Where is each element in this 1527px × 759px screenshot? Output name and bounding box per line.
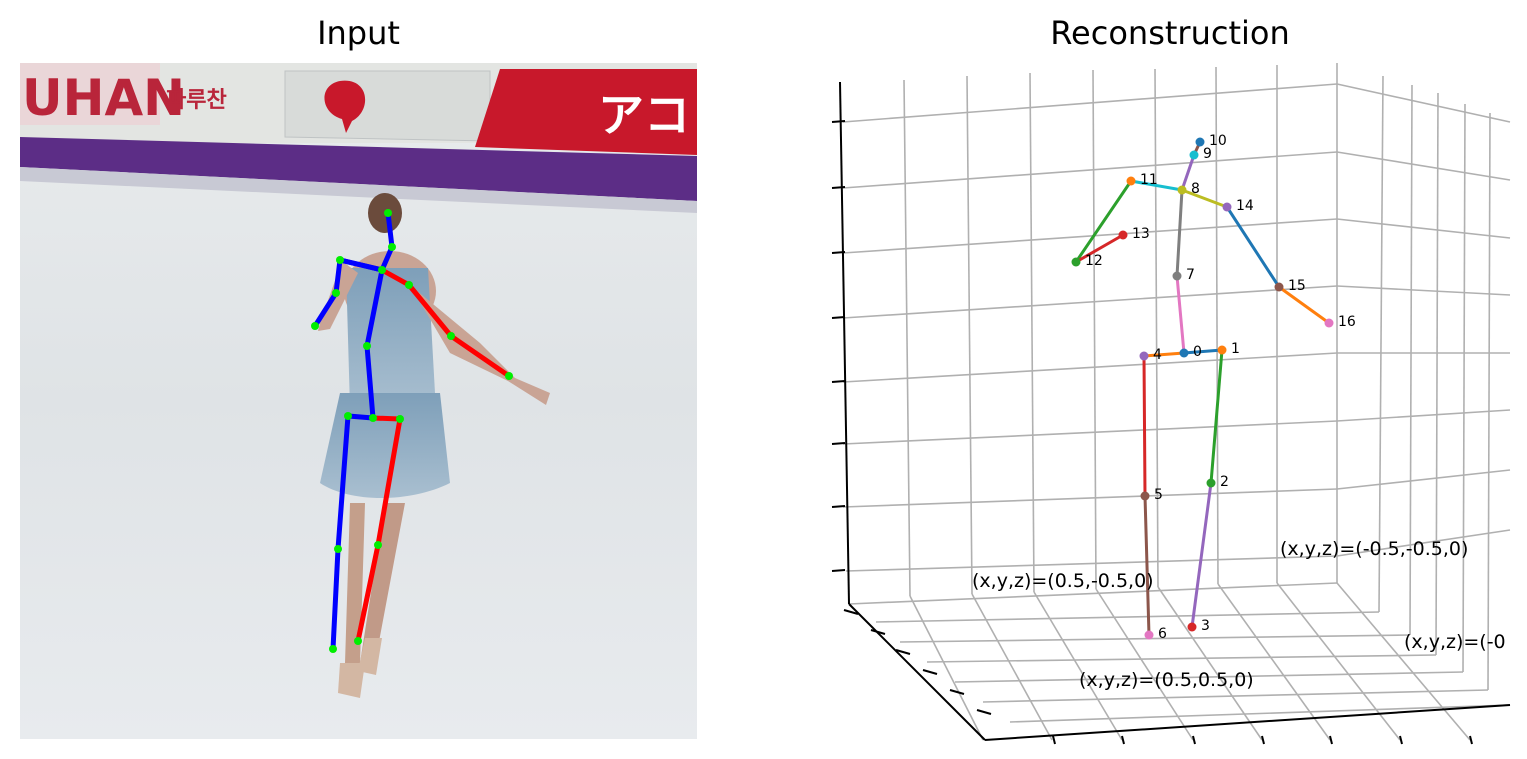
bone-0-4 bbox=[1142, 351, 1186, 358]
joint-label-3: 3 bbox=[1201, 618, 1210, 634]
bone-2d-shoulder bbox=[337, 257, 385, 273]
corner-label-4: (x,y,z)=(-0 bbox=[1404, 631, 1506, 653]
bone-8-11 bbox=[1129, 179, 1184, 192]
joint-6 bbox=[1144, 630, 1154, 640]
joint-label-15: 15 bbox=[1288, 278, 1306, 294]
skeleton-3d-bones bbox=[1074, 140, 1331, 637]
bone-2d-right-leg bbox=[355, 415, 403, 644]
joint-label-11: 11 bbox=[1140, 172, 1158, 188]
banner-text-katakana: アコ bbox=[598, 88, 690, 142]
bone-5-6 bbox=[1143, 494, 1151, 637]
joint-label-9: 9 bbox=[1203, 146, 1212, 162]
joint-label-12: 12 bbox=[1085, 253, 1103, 269]
joint-7 bbox=[1172, 271, 1182, 281]
bone-8-14 bbox=[1180, 188, 1229, 209]
joint-3 bbox=[1187, 622, 1197, 632]
joint-2 bbox=[1206, 478, 1216, 488]
joint-label-0: 0 bbox=[1193, 344, 1202, 360]
corner-labels: (x,y,z)=(0.5,-0.5,0) (x,y,z)=(-0.5,-0.5,… bbox=[972, 538, 1506, 691]
joint-10 bbox=[1195, 137, 1205, 147]
bone-0-7 bbox=[1175, 274, 1186, 355]
joint-13 bbox=[1118, 230, 1128, 240]
joint-label-16: 16 bbox=[1338, 314, 1356, 330]
joint-label-2: 2 bbox=[1220, 474, 1229, 490]
joint-12 bbox=[1071, 257, 1081, 267]
banner-text-korean: 파루찬 bbox=[166, 88, 227, 113]
joint-label-14: 14 bbox=[1236, 198, 1254, 214]
joint-16 bbox=[1324, 318, 1334, 328]
bone-2d-left-leg bbox=[330, 413, 376, 652]
corner-label-2: (x,y,z)=(-0.5,-0.5,0) bbox=[1280, 538, 1468, 560]
joint-label-5: 5 bbox=[1154, 487, 1163, 503]
corner-label-1: (x,y,z)=(0.5,-0.5,0) bbox=[972, 570, 1154, 592]
skater-figure bbox=[318, 193, 550, 698]
joint-label-4: 4 bbox=[1153, 347, 1162, 363]
bone-11-12 bbox=[1074, 179, 1133, 264]
bone-8-9 bbox=[1180, 153, 1196, 192]
joint-8 bbox=[1177, 185, 1187, 195]
bone-7-8 bbox=[1175, 188, 1184, 278]
input-title: Input bbox=[317, 14, 400, 52]
reconstruction-title: Reconstruction bbox=[1050, 14, 1290, 52]
bone-14-15 bbox=[1225, 205, 1281, 289]
corner-label-3: (x,y,z)=(0.5,0.5,0) bbox=[1079, 669, 1254, 691]
joint-9 bbox=[1189, 150, 1199, 160]
input-image: UHAN 파루찬 アコ bbox=[20, 63, 697, 739]
skeleton-2d bbox=[311, 209, 513, 653]
joint-label-7: 7 bbox=[1186, 267, 1195, 283]
banner-logo-icon bbox=[324, 80, 366, 133]
joint-5 bbox=[1140, 491, 1150, 501]
bone-15-16 bbox=[1277, 285, 1331, 325]
joint-label-1: 1 bbox=[1231, 341, 1240, 357]
bone-0-1 bbox=[1182, 348, 1224, 355]
joint-label-10: 10 bbox=[1209, 133, 1227, 149]
joint-11 bbox=[1126, 176, 1136, 186]
joint-4 bbox=[1139, 351, 1149, 361]
joint-15 bbox=[1274, 282, 1284, 292]
bone-4-5 bbox=[1142, 354, 1147, 498]
joint-1 bbox=[1217, 345, 1227, 355]
joint-label-6: 6 bbox=[1158, 626, 1167, 642]
bone-12-13 bbox=[1074, 233, 1125, 264]
joint-14 bbox=[1222, 202, 1232, 212]
bone-2-3 bbox=[1190, 481, 1213, 629]
bone-2d-right-arm bbox=[379, 267, 512, 379]
banner-text-uhan: UHAN bbox=[22, 69, 185, 127]
joint-0 bbox=[1179, 348, 1189, 358]
bone-1-2 bbox=[1209, 348, 1224, 485]
axes-lines bbox=[831, 81, 1511, 745]
joint-label-13: 13 bbox=[1132, 226, 1150, 242]
joint-label-8: 8 bbox=[1191, 181, 1200, 197]
